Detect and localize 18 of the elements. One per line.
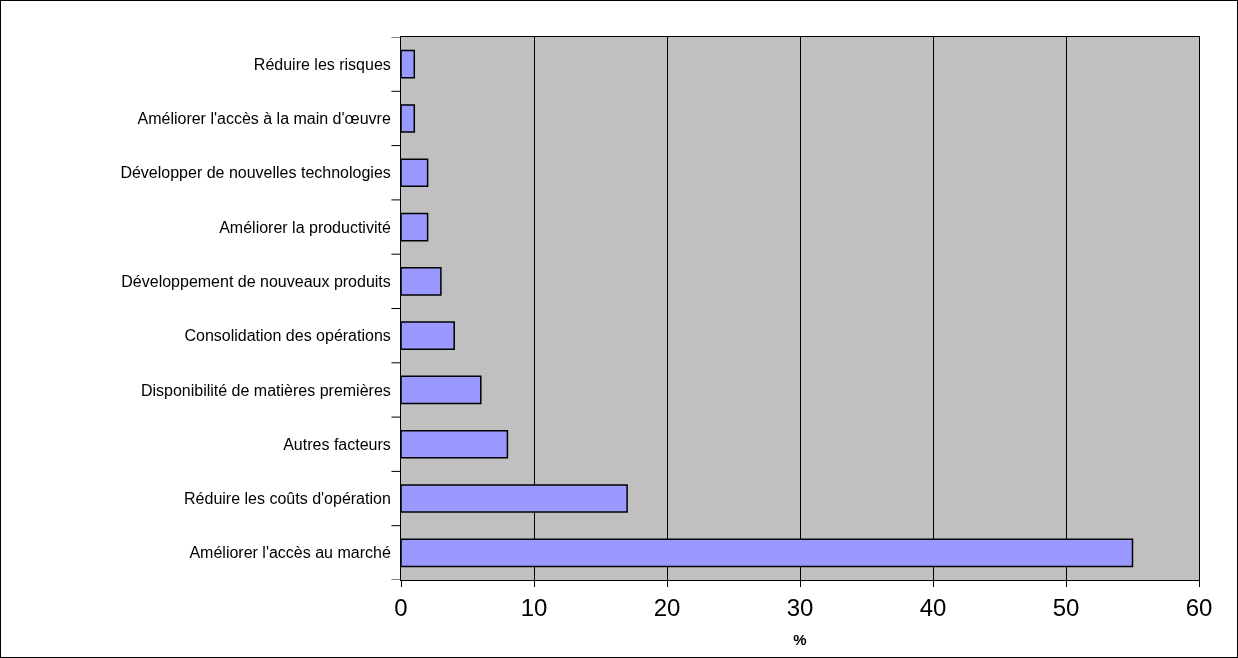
x-tick-label: 50	[1052, 593, 1080, 621]
y-tick-label: Consolidation des opérations	[184, 327, 391, 345]
y-tick-label: Développer de nouvelles technologies	[120, 164, 391, 182]
x-tick-label: 20	[653, 593, 681, 621]
x-axis-title: %	[793, 630, 807, 648]
x-tick-label: 0	[394, 593, 408, 621]
y-tick-label: Améliorer l'accès au marché	[189, 544, 391, 562]
y-tick-label: Améliorer l'accès à la main d'œuvre	[137, 110, 391, 128]
y-tick-label: Réduire les risques	[253, 55, 391, 73]
x-tick-label: 30	[786, 593, 814, 621]
y-tick-label: Développement de nouveaux produits	[121, 272, 391, 290]
y-tick-label: Disponibilité de matières premières	[140, 381, 391, 399]
x-tick-label: 10	[520, 593, 548, 621]
y-tick-label: Autres facteurs	[283, 435, 391, 453]
x-tick-label: 40	[919, 593, 947, 621]
y-tick-label: Réduire les coûts d'opération	[184, 490, 391, 508]
y-tick-label: Améliorer la productivité	[219, 218, 391, 236]
x-tick-label: 60	[1185, 593, 1213, 621]
